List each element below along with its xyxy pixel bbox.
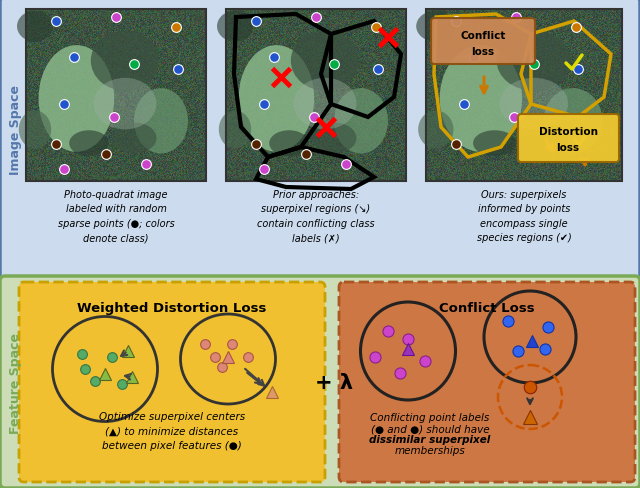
FancyBboxPatch shape	[19, 283, 325, 482]
Ellipse shape	[312, 123, 356, 154]
Text: Image Space: Image Space	[10, 85, 22, 175]
Ellipse shape	[519, 123, 568, 154]
FancyBboxPatch shape	[0, 0, 640, 285]
Ellipse shape	[134, 89, 188, 154]
Ellipse shape	[38, 46, 114, 152]
Text: + λ: + λ	[315, 372, 353, 392]
Ellipse shape	[269, 131, 309, 157]
Ellipse shape	[334, 89, 388, 154]
Ellipse shape	[440, 46, 522, 152]
Text: (● and ●) should have: (● and ●) should have	[371, 423, 490, 433]
Text: Distortion: Distortion	[538, 127, 598, 137]
Ellipse shape	[499, 79, 568, 130]
Ellipse shape	[543, 89, 602, 154]
Bar	[426, 10, 622, 182]
Text: Prior approaches:
superpixel regions (↘)
contain conflicting class
labels (✗): Prior approaches: superpixel regions (↘)…	[257, 190, 375, 243]
Text: Conflict: Conflict	[460, 31, 506, 41]
Text: Ours: superpixels
informed by points
encompass single
species regions (✔): Ours: superpixels informed by points enc…	[477, 190, 572, 243]
Ellipse shape	[239, 46, 314, 152]
Ellipse shape	[69, 131, 109, 157]
Ellipse shape	[294, 79, 356, 130]
Ellipse shape	[497, 31, 571, 92]
Text: Conflict Loss: Conflict Loss	[439, 302, 535, 314]
Text: Weighted Distortion Loss: Weighted Distortion Loss	[77, 302, 267, 314]
Bar	[26, 10, 206, 182]
Ellipse shape	[93, 79, 157, 130]
Ellipse shape	[17, 12, 53, 42]
FancyBboxPatch shape	[0, 276, 640, 488]
Ellipse shape	[418, 111, 453, 149]
Text: Optimize superpixel centers
(▲) to minimize distances
between pixel features (●): Optimize superpixel centers (▲) to minim…	[99, 411, 245, 450]
Text: Photo-quadrat image
labeled with random
sparse points (●; colors
denote class): Photo-quadrat image labeled with random …	[58, 190, 174, 243]
Text: dissimilar superpixel: dissimilar superpixel	[369, 434, 491, 444]
Text: Conflicting point labels: Conflicting point labels	[371, 412, 490, 422]
Bar	[226, 10, 406, 182]
Text: loss: loss	[556, 142, 580, 153]
Ellipse shape	[111, 123, 157, 154]
FancyBboxPatch shape	[431, 19, 535, 65]
Ellipse shape	[473, 131, 516, 157]
FancyBboxPatch shape	[518, 115, 619, 163]
Ellipse shape	[219, 111, 251, 149]
FancyBboxPatch shape	[339, 283, 635, 482]
Ellipse shape	[416, 12, 456, 42]
Text: memberships: memberships	[395, 445, 465, 455]
Ellipse shape	[217, 12, 253, 42]
Text: Feature Space: Feature Space	[10, 332, 22, 433]
Ellipse shape	[291, 31, 359, 92]
Ellipse shape	[91, 31, 159, 92]
Text: loss: loss	[472, 47, 495, 57]
Ellipse shape	[19, 111, 51, 149]
